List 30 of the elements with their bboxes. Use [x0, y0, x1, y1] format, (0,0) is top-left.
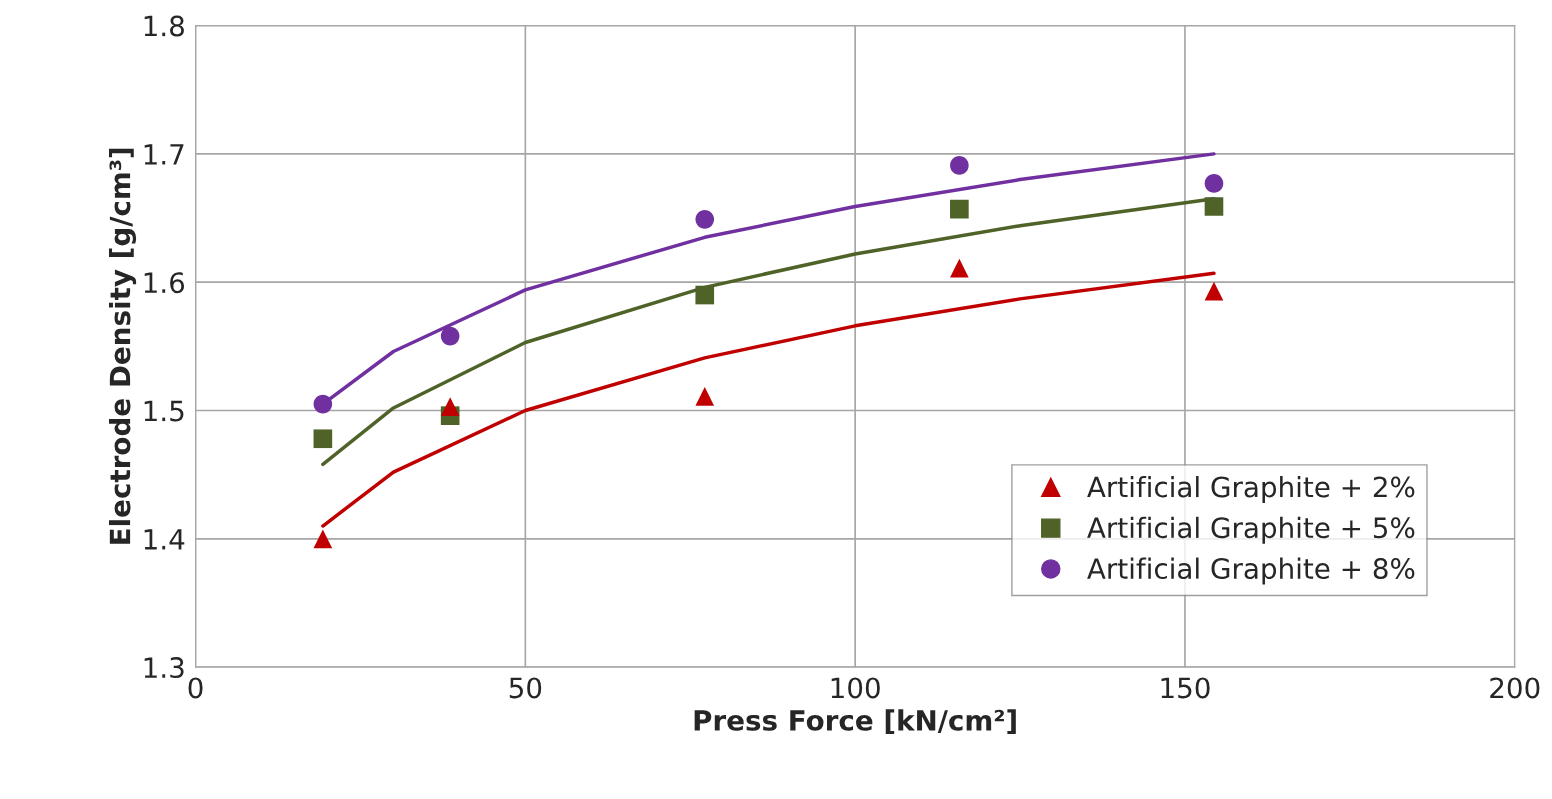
legend-label: Artificial Graphite + 2% [1087, 475, 1415, 503]
point [950, 199, 969, 219]
point [695, 210, 715, 229]
x-axis-title: Press Force [kN/cm²] [694, 709, 1016, 735]
y-tick-label: 1.5 [144, 400, 184, 422]
point [1204, 281, 1224, 301]
legend-label: Artificial Graphite + 5% [1087, 516, 1415, 544]
point [1204, 197, 1224, 216]
point [313, 529, 333, 549]
point [950, 258, 969, 278]
x-tick-label: 50 [509, 677, 542, 699]
x-tick-label: 100 [831, 677, 880, 699]
y-tick-label: 1.3 [144, 657, 184, 679]
point [1204, 174, 1224, 193]
point [950, 156, 969, 175]
y-tick-label: 1.7 [144, 144, 184, 165]
y-tick-label: 1.6 [144, 272, 185, 294]
point [440, 326, 460, 346]
x-tick-label: 200 [1490, 677, 1540, 699]
y-tick-label: 1.8 [144, 15, 184, 37]
point [313, 394, 333, 414]
legend-label: Artificial Graphite + 8% [1087, 557, 1415, 585]
point [440, 397, 460, 416]
point [695, 387, 715, 406]
y-axis-title: Electrode Density [g/cm³] [109, 148, 137, 544]
y-tick-label: 1.4 [144, 529, 185, 550]
x-tick-label: 150 [1161, 677, 1210, 699]
point [313, 429, 333, 449]
point [695, 285, 715, 305]
x-tick-label: 0 [188, 677, 203, 699]
